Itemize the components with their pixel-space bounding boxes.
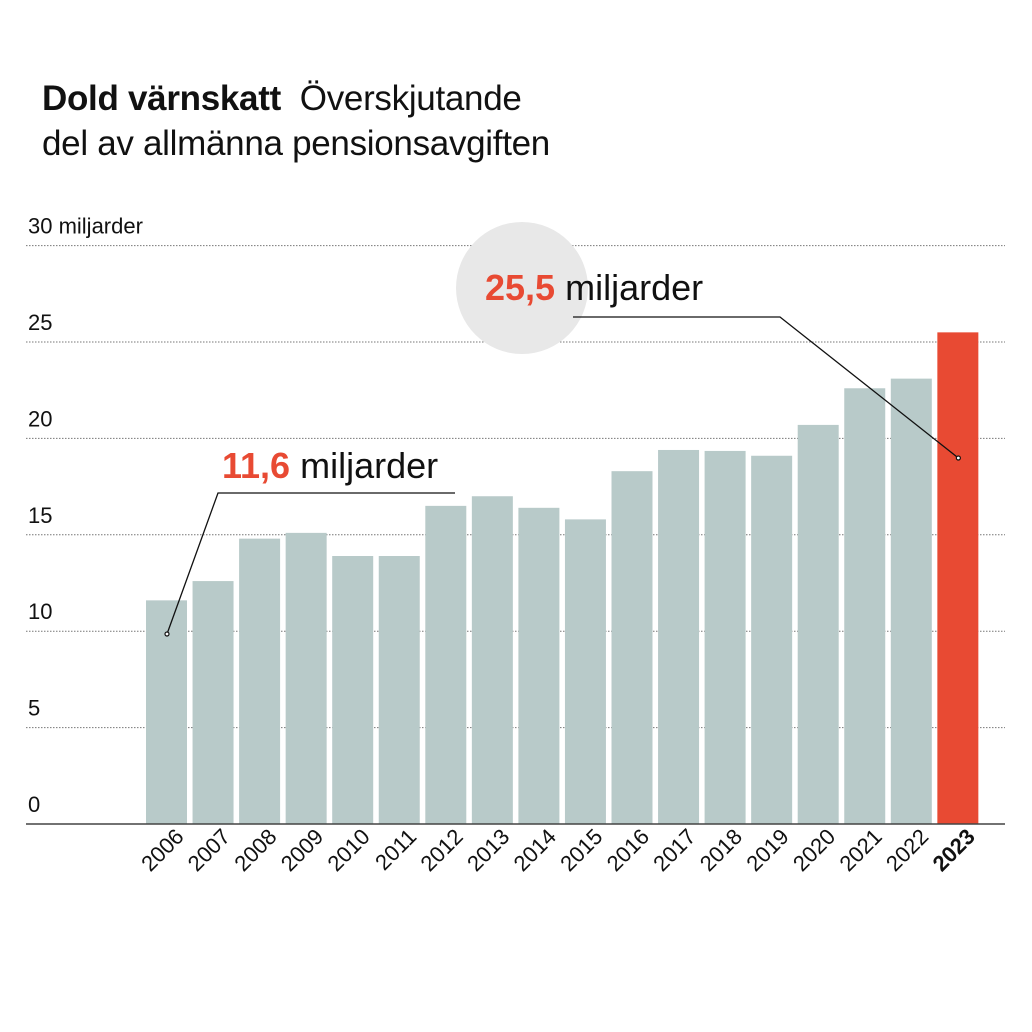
callout-leader-2006	[166, 492, 455, 635]
bar-2015	[564, 519, 606, 824]
x-tick-label-2019: 2019	[741, 824, 793, 876]
bar-2023	[937, 332, 979, 824]
y-tick-label: 10	[28, 599, 52, 624]
bar-2011	[378, 556, 420, 824]
callout-label-2023: 25,5 miljarder	[485, 267, 703, 308]
bars	[146, 332, 979, 824]
x-tick-label-2012: 2012	[416, 824, 468, 876]
bar-2020	[797, 424, 839, 824]
x-tick-label-2009: 2009	[276, 824, 328, 876]
x-tick-label-2023: 2023	[928, 824, 980, 876]
callout-unit-2006: miljarder	[290, 445, 438, 486]
bar-2021	[844, 388, 886, 824]
y-tick-labels: 0 5 10 15 20 25 30 miljarder	[28, 214, 143, 817]
x-tick-label-2015: 2015	[555, 824, 607, 876]
x-tick-label-2007: 2007	[183, 824, 235, 876]
bar-2019	[751, 455, 793, 824]
x-tick-label-2008: 2008	[229, 824, 281, 876]
callout-leader-2023	[573, 316, 959, 459]
y-tick-label: 20	[28, 406, 52, 431]
y-tick-label: 0	[28, 792, 40, 817]
bar-2017	[658, 449, 700, 824]
bar-2006	[146, 600, 187, 824]
x-tick-label-2017: 2017	[648, 824, 700, 876]
y-tick-label: 30 miljarder	[28, 214, 143, 239]
callout-dot-2006	[164, 631, 170, 637]
x-tick-label-2016: 2016	[602, 824, 654, 876]
x-tick-label-2020: 2020	[788, 824, 840, 876]
title-subtitle-part1: Överskjutande	[299, 79, 522, 118]
bar-2010	[332, 556, 374, 824]
bar-2012	[425, 505, 467, 824]
x-tick-label-2006: 2006	[136, 824, 188, 876]
bar-2014	[518, 507, 560, 824]
callout-unit-2023: miljarder	[555, 267, 703, 308]
callout-dot-2023	[955, 455, 961, 461]
x-tick-label-2014: 2014	[509, 824, 561, 876]
title-bold: Dold värnskatt	[42, 79, 281, 118]
callout-value-2023: 25,5	[485, 267, 555, 308]
y-tick-label: 5	[28, 696, 40, 721]
callout-label-2006: 11,6 miljarder	[222, 445, 438, 486]
x-tick-label-2022: 2022	[881, 824, 933, 876]
bar-2008	[239, 538, 281, 824]
bar-2022	[890, 378, 932, 824]
x-tick-label-2010: 2010	[322, 824, 374, 876]
bar-2007	[192, 581, 234, 824]
bar-2009	[285, 532, 327, 824]
y-tick-label: 15	[28, 503, 52, 528]
bar-2016	[611, 471, 653, 824]
callout-value-2006: 11,6	[222, 445, 290, 486]
bar-2018	[704, 450, 746, 824]
title-line-2: del av allmänna pensionsavgiften	[42, 124, 550, 163]
callout-background	[456, 222, 588, 354]
x-tick-label-2021: 2021	[834, 824, 886, 876]
x-tick-labels: 2006200720082009201020112012201320142015…	[136, 824, 980, 876]
callout-circle	[456, 222, 588, 354]
x-tick-label-2011: 2011	[370, 824, 421, 875]
chart-title: Dold värnskatt Överskjutande del av allm…	[42, 76, 550, 166]
title-line-1: Dold värnskatt Överskjutande	[42, 76, 550, 121]
x-tick-label-2018: 2018	[695, 824, 747, 876]
y-tick-label: 25	[28, 310, 52, 335]
bar-2013	[471, 496, 513, 824]
x-tick-label-2013: 2013	[462, 824, 514, 876]
